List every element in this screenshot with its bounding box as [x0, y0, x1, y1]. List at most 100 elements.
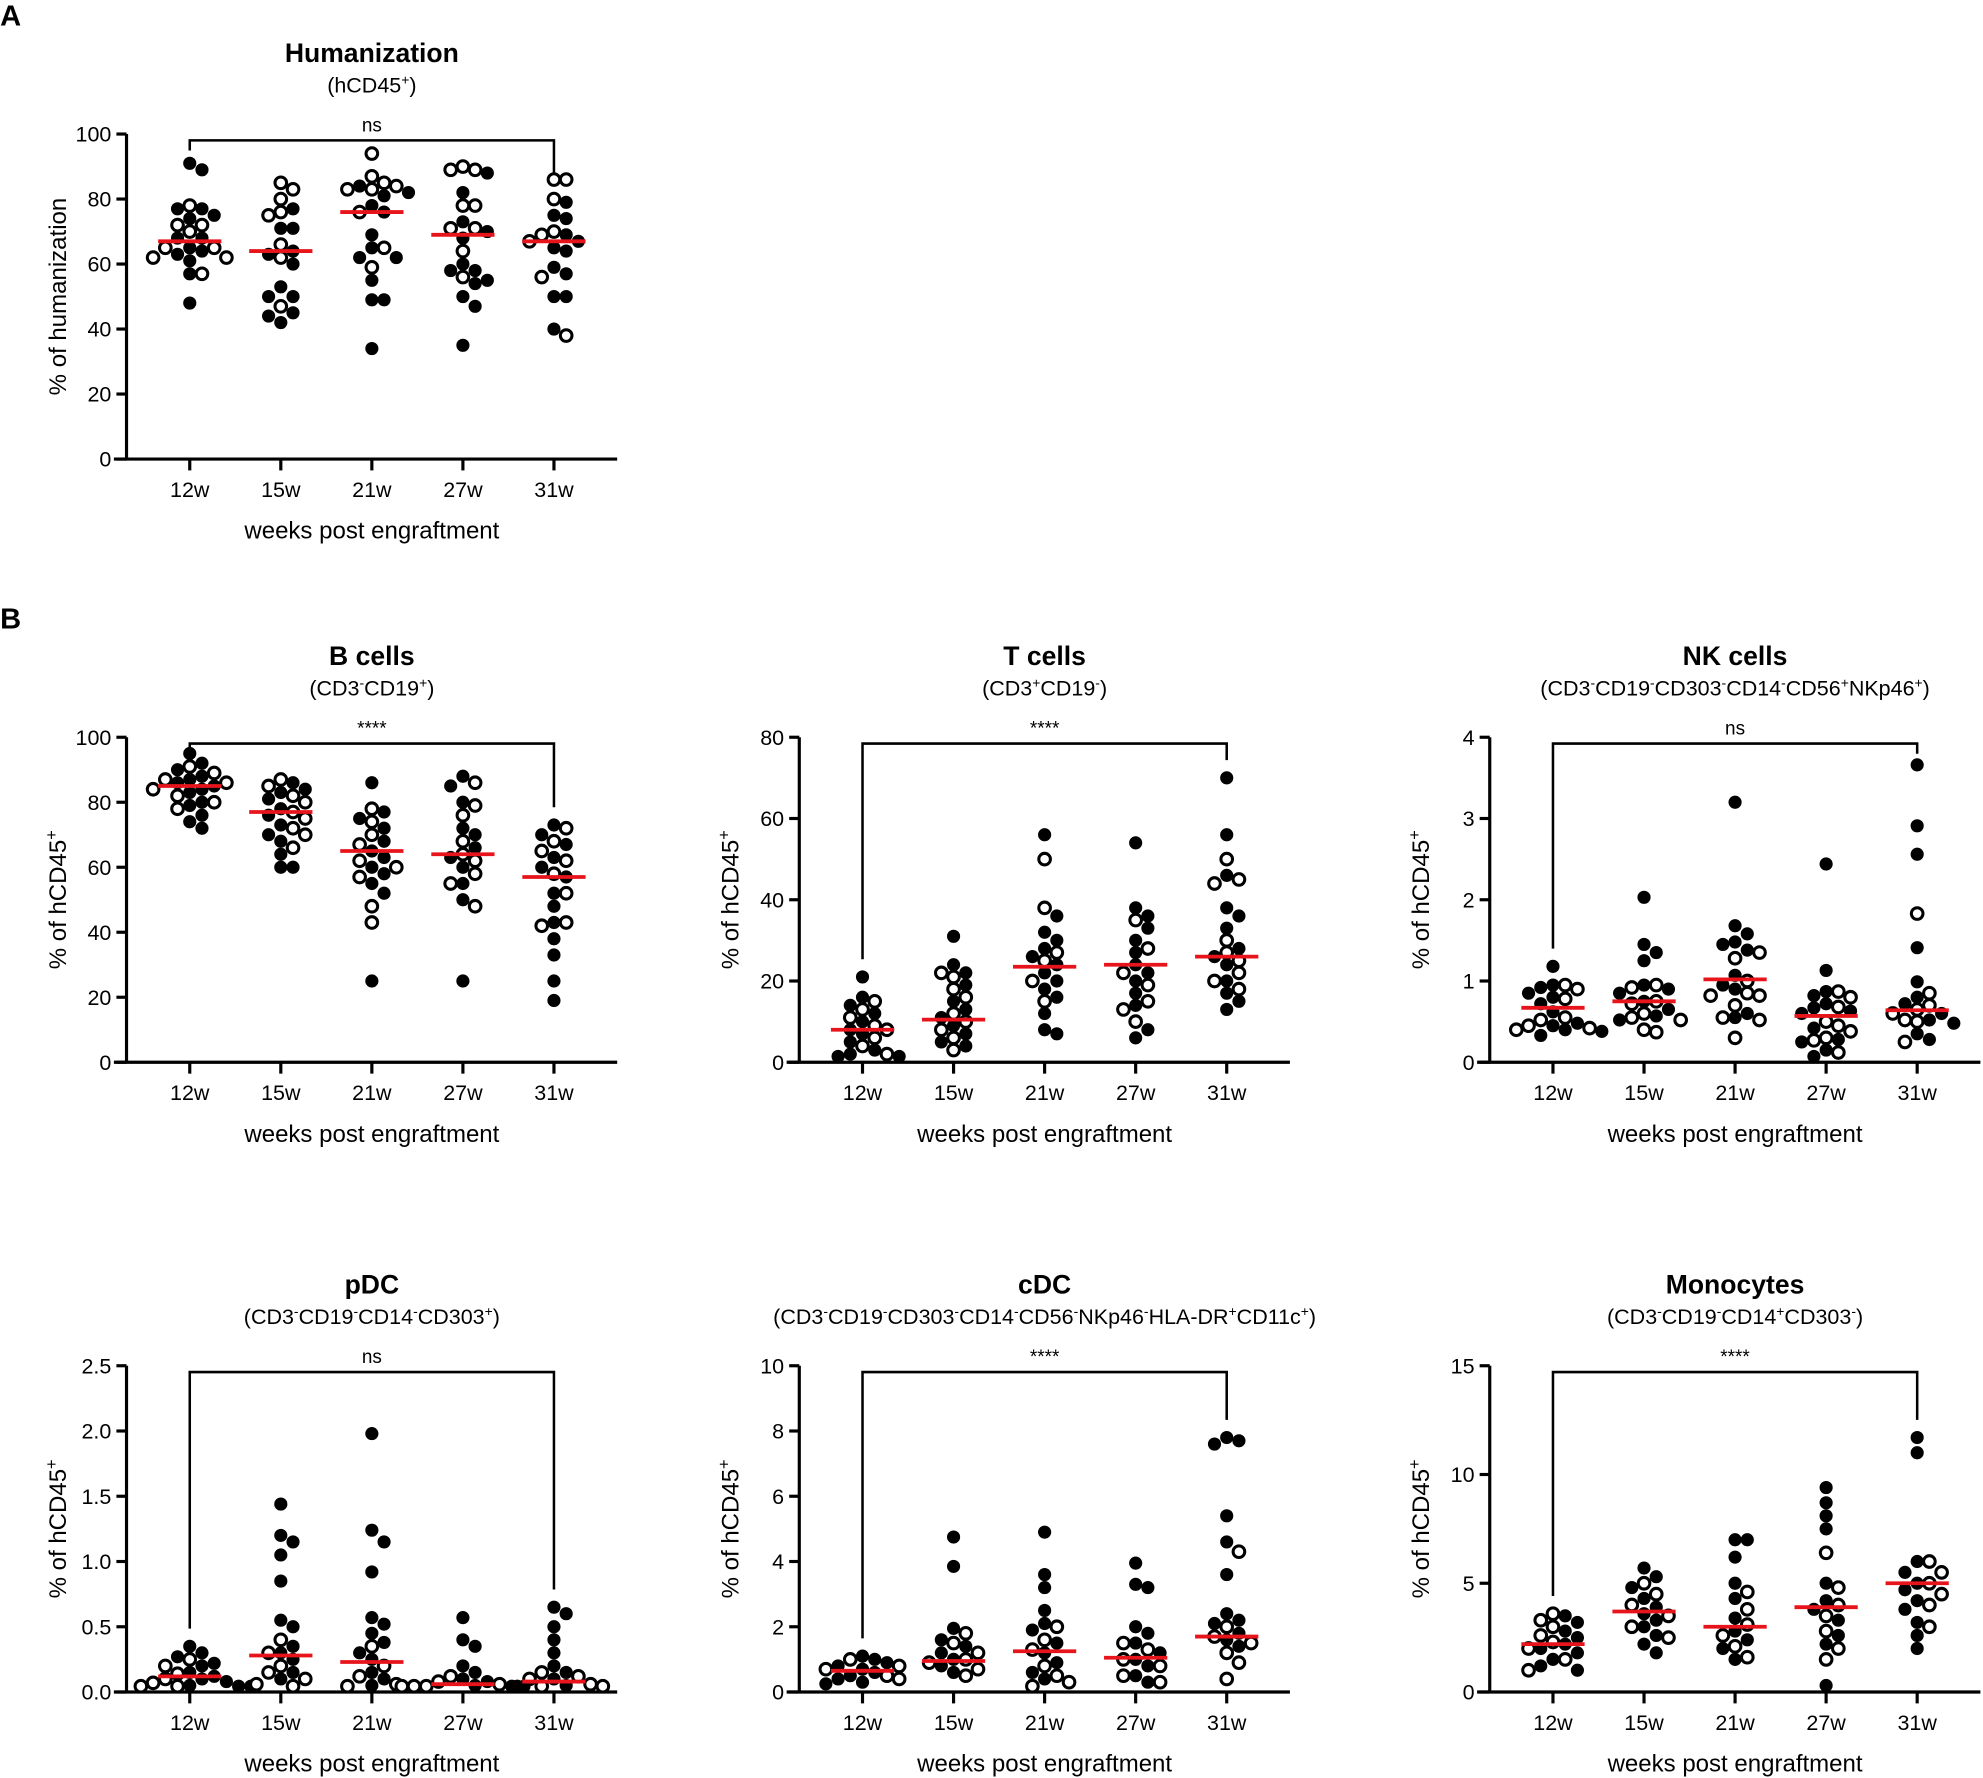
data-point-open [443, 220, 459, 236]
subtitle-superscript: + [1915, 675, 1923, 691]
subtitle-segment: CD11c [1237, 1305, 1301, 1329]
subtitle-segment: CD19 [1595, 677, 1650, 701]
subtitle-segment: CD14 [1726, 677, 1781, 701]
y-tick-label: 6 [772, 1485, 784, 1509]
data-point-filled [1220, 974, 1234, 988]
data-point-filled [1038, 1672, 1052, 1686]
data-point-filled [365, 1427, 379, 1441]
data-point-open [443, 876, 459, 891]
data-point-filled [1910, 1430, 1924, 1445]
data-point-filled [365, 228, 379, 242]
data-point-filled [377, 867, 391, 881]
data-point-filled [468, 276, 482, 291]
y-tick-label: 1 [1463, 970, 1475, 994]
chart-title: pDC [345, 1270, 400, 1300]
data-point-filled [1728, 935, 1742, 949]
data-point-filled [959, 978, 973, 992]
x-tick-label: 21w [1715, 1711, 1755, 1735]
data-point-filled [1649, 1628, 1663, 1643]
data-point-filled [1947, 1016, 1961, 1030]
data-point-open [534, 843, 550, 859]
subtitle-superscript: - [1722, 675, 1727, 691]
data-point-filled [946, 1559, 961, 1573]
data-point-filled [855, 970, 870, 984]
data-point-filled [1534, 1028, 1548, 1043]
data-point-open [170, 788, 185, 804]
data-point-filled [262, 309, 276, 323]
data-point-filled [365, 1665, 379, 1680]
data-point-open [1715, 1628, 1731, 1643]
data-point-open [1025, 973, 1040, 989]
significance-label: **** [357, 719, 387, 740]
data-point-filled [365, 1678, 379, 1693]
y-tick-label: 10 [1451, 1463, 1475, 1487]
y-tick-label: 4 [772, 1550, 784, 1574]
data-point-filled [868, 1006, 882, 1021]
chart-monocytes: Monocytes(CD3-CD19-CD14+CD303-)05101512w… [1406, 1270, 1981, 1778]
y-axis-label: % of humanization [45, 198, 72, 396]
data-point-open [1116, 965, 1131, 981]
data-point-open [1219, 1645, 1235, 1661]
data-point-filled [195, 756, 209, 770]
data-point-open [194, 217, 210, 233]
data-point-filled [1661, 982, 1676, 996]
data-point-filled [170, 202, 185, 216]
data-point-open [946, 1042, 961, 1058]
subtitle-segment: (CD3 [982, 677, 1032, 701]
data-point-filled [1807, 1049, 1821, 1064]
data-point-filled [183, 785, 197, 800]
data-point-open [157, 1658, 173, 1674]
data-point-open [1231, 872, 1247, 887]
data-point-open [352, 1669, 367, 1684]
data-point-filled [1558, 1624, 1572, 1638]
data-point-filled [892, 1049, 906, 1064]
y-tick-label: 0 [1463, 1051, 1475, 1075]
data-point-filled [946, 994, 961, 1008]
data-point-open [340, 181, 355, 197]
data-point-filled [195, 202, 209, 216]
data-point-filled [365, 860, 379, 874]
y-axis-label-superscript: + [716, 830, 734, 840]
y-tick-label: 100 [75, 123, 111, 147]
data-point-filled [1613, 1013, 1627, 1027]
data-point-filled [946, 958, 961, 972]
data-point-filled [1050, 933, 1064, 947]
data-point-filled [1558, 1023, 1572, 1037]
x-tick-label: 12w [1533, 1711, 1573, 1735]
data-point-filled [1025, 1665, 1039, 1680]
y-axis-label: % of hCD45+ [716, 1459, 745, 1598]
chart-subtitle: (CD3-CD19-CD303-CD14-CD56-NKp46-HLA-DR+C… [773, 1303, 1316, 1329]
data-point-filled [959, 1002, 973, 1017]
data-point-open [1843, 1024, 1858, 1039]
data-point-open [219, 250, 234, 265]
y-tick-label: 0 [99, 1051, 111, 1075]
data-point-filled [946, 1621, 961, 1635]
data-point-open [595, 1678, 611, 1694]
subtitle-segment: CD303 [1655, 677, 1722, 701]
data-point-filled [1050, 974, 1064, 988]
y-tick-label: 100 [75, 726, 111, 750]
x-tick-label: 15w [1624, 1711, 1664, 1735]
data-point-filled [1910, 990, 1924, 1004]
y-tick-label: 0 [772, 1051, 784, 1075]
data-point-filled [468, 1639, 482, 1653]
data-point-filled [1220, 1509, 1234, 1523]
subtitle-segment: CD14 [959, 1305, 1014, 1329]
subtitle-superscript: - [1650, 675, 1655, 691]
data-point-filled [1728, 1652, 1742, 1666]
x-axis-label: weeks post engraftment [243, 1751, 499, 1778]
data-point-open [364, 898, 380, 914]
significance-bracket [861, 1370, 1228, 1639]
data-point-filled [1819, 984, 1833, 999]
data-point-filled [1819, 1496, 1833, 1510]
data-point-filled [535, 860, 549, 874]
data-point-open [855, 1038, 870, 1054]
data-point-open [1897, 1012, 1913, 1028]
significance-bracket [188, 742, 556, 808]
y-tick-label: 0.5 [81, 1615, 111, 1639]
data-point-filled [274, 1646, 288, 1660]
data-point-filled [946, 1665, 961, 1680]
data-point-filled [559, 244, 573, 258]
